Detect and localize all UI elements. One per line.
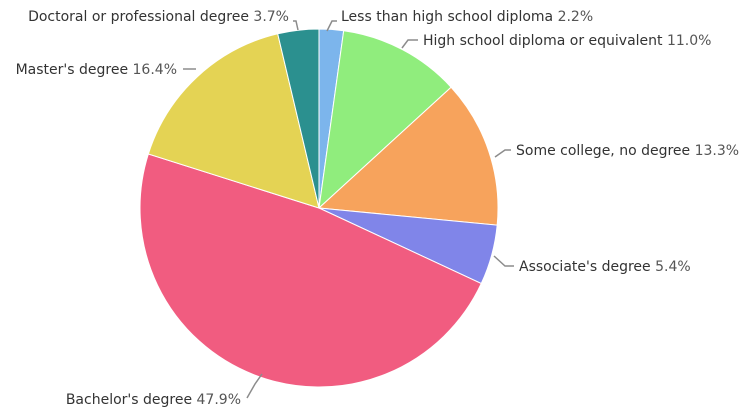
data-label-name: Master's degree bbox=[16, 62, 133, 78]
slice-master-s-degree bbox=[147, 33, 320, 209]
pie-slices bbox=[139, 28, 499, 388]
data-label-some-college-no-degree: Some college, no degree 13.3% bbox=[516, 143, 739, 159]
slice-doctoral-or-professional-degree bbox=[277, 28, 320, 209]
data-label-name: Associate's degree bbox=[519, 259, 655, 275]
slice-some-college-no-degree bbox=[317, 86, 499, 226]
data-label-value: 11.0% bbox=[667, 33, 711, 49]
leader-doctoral-or-professional-degree bbox=[293, 20, 299, 31]
data-label-value: 47.9% bbox=[197, 392, 241, 408]
leader-high-school-diploma-or-equivalent bbox=[401, 39, 418, 49]
data-label-name: Bachelor's degree bbox=[66, 392, 197, 408]
data-label-name: High school diploma or equivalent bbox=[423, 33, 667, 49]
leader-less-than-high-school-diploma bbox=[326, 20, 337, 32]
data-label-value: 13.3% bbox=[695, 143, 739, 159]
data-label-doctoral-or-professional-degree: Doctoral or professional degree 3.7% bbox=[28, 9, 289, 25]
data-label-value: 3.7% bbox=[253, 9, 289, 25]
data-label-name: Less than high school diploma bbox=[341, 9, 558, 25]
data-label-name: Some college, no degree bbox=[516, 143, 695, 159]
data-labels: Less than high school diploma 2.2% High s… bbox=[16, 9, 740, 408]
data-label-value: 16.4% bbox=[133, 62, 177, 78]
data-label-associate-s-degree: Associate's degree 5.4% bbox=[519, 259, 691, 275]
slice-high-school-diploma-or-equivalent bbox=[318, 30, 452, 210]
data-label-master-s-degree: Master's degree 16.4% bbox=[16, 62, 177, 78]
leader-lines bbox=[183, 20, 514, 399]
data-label-value: 2.2% bbox=[558, 9, 594, 25]
slice-bachelor-s-degree bbox=[139, 153, 482, 388]
leader-associate-s-degree bbox=[493, 255, 514, 267]
leader-some-college-no-degree bbox=[494, 149, 511, 158]
data-label-high-school-diploma-or-equivalent: High school diploma or equivalent 11.0% bbox=[423, 33, 711, 49]
data-label-name: Doctoral or professional degree bbox=[28, 9, 253, 25]
data-label-value: 5.4% bbox=[655, 259, 691, 275]
leader-bachelor-s-degree bbox=[246, 373, 263, 399]
data-label-less-than-high-school-diploma: Less than high school diploma 2.2% bbox=[341, 9, 593, 25]
data-label-bachelor-s-degree: Bachelor's degree 47.9% bbox=[66, 392, 241, 408]
